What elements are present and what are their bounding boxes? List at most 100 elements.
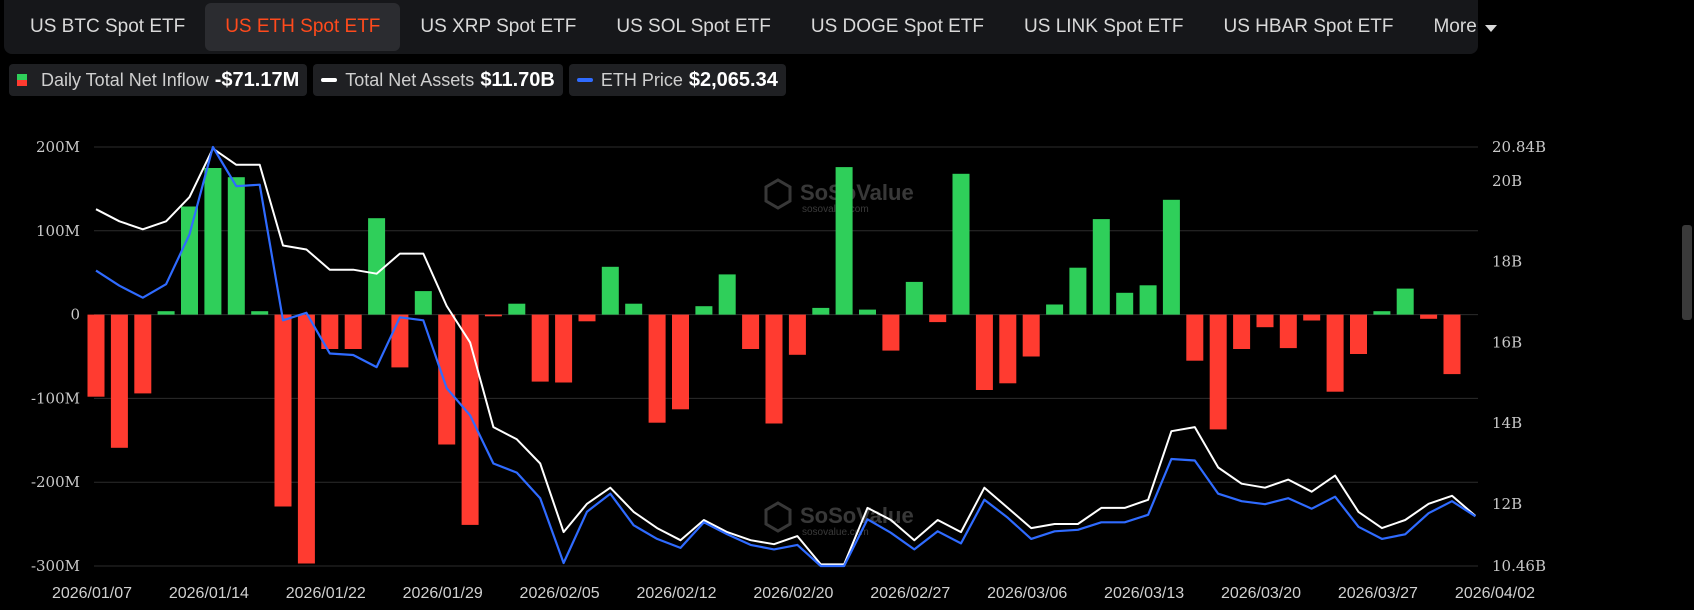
x-axis-tick: 2026/02/05	[520, 585, 600, 602]
inflow-bar	[461, 314, 479, 525]
inflow-bar	[859, 309, 876, 315]
inflow-bar	[1139, 285, 1157, 315]
right-axis-tick: 18B	[1492, 253, 1522, 271]
legend-price-value: $2,065.34	[688, 68, 778, 91]
inflow-bar	[368, 218, 386, 315]
sosovalue-logo-icon	[764, 178, 792, 210]
chart-legend: Daily Total Net Inflow -$71.17M Total Ne…	[9, 64, 786, 96]
inflow-bar	[1162, 199, 1180, 315]
inflow-bar	[788, 314, 806, 355]
chevron-down-icon	[1484, 24, 1497, 32]
inflow-bar	[1186, 314, 1204, 361]
inflow-bar	[181, 206, 198, 315]
inflow-bar	[1046, 304, 1064, 315]
tab-us-doge-spot-etf[interactable]: US DOGE Spot ETF	[810, 16, 985, 37]
x-axis-tick: 2026/01/29	[403, 585, 483, 602]
inflow-bar	[484, 314, 502, 317]
inflow-bar	[718, 274, 736, 315]
inflow-bar	[227, 177, 245, 315]
inflow-bar	[87, 314, 105, 397]
inflow-bar	[414, 291, 432, 315]
inflow-bar	[1092, 219, 1110, 315]
more-tabs-button[interactable]: More	[1413, 3, 1516, 51]
legend-inflow-label: Daily Total Net Inflow	[41, 69, 209, 90]
inflow-bar	[1326, 314, 1344, 392]
sosovalue-logo-icon	[764, 501, 792, 533]
inflow-bar	[555, 314, 573, 383]
tab-us-link-spot-etf[interactable]: US LINK Spot ETF	[1024, 16, 1184, 37]
legend-assets-value: $11.70B	[480, 68, 555, 91]
inflow-bar	[1420, 314, 1438, 319]
inflow-bar	[1116, 292, 1134, 315]
tab-us-hbar-spot-etf[interactable]: US HBAR Spot ETF	[1223, 16, 1394, 37]
inflow-bar	[204, 168, 222, 315]
inflow-bar	[835, 167, 853, 315]
etf-flow-chart[interactable]: 200M 100M 0 -100M -200M -300M 20.84B 20B 18B 16B 1…	[0, 100, 1694, 610]
inflow-bar	[1396, 288, 1414, 315]
inflow-bar	[1209, 314, 1227, 430]
inflow-bar	[251, 311, 269, 315]
inflow-bar	[1350, 314, 1367, 354]
inflow-bar	[391, 314, 409, 368]
legend-eth-price[interactable]: ETH Price $2,065.34	[568, 64, 786, 96]
price-line-swatch-icon	[576, 78, 593, 82]
inflow-bar	[672, 314, 689, 410]
right-axis-tick: 16B	[1492, 333, 1522, 351]
more-label: More	[1433, 16, 1477, 37]
assets-line-swatch-icon	[321, 78, 338, 82]
inflow-bar	[695, 306, 713, 315]
inflow-bar	[1279, 314, 1297, 349]
inflow-bar	[321, 314, 339, 349]
left-axis-tick: -300M	[31, 557, 80, 575]
inflow-bar	[531, 314, 549, 382]
inflow-bar	[648, 314, 666, 423]
inflow-bar	[929, 314, 947, 323]
x-axis-tick: 2026/03/13	[1104, 585, 1184, 602]
legend-inflow-value: -$71.17M	[214, 68, 300, 91]
right-axis-tick: 20.84B	[1492, 138, 1546, 156]
tab-us-eth-spot-etf[interactable]: US ETH Spot ETF	[205, 3, 401, 51]
inflow-bar	[1233, 314, 1251, 349]
scrollbar-thumb	[1682, 225, 1692, 320]
inflow-bar	[765, 314, 783, 424]
inflow-bar	[812, 307, 830, 315]
inflow-bar	[134, 314, 152, 394]
left-axis-tick: -200M	[31, 473, 80, 491]
inflow-bar	[999, 314, 1017, 384]
inflow-bar	[601, 266, 619, 315]
legend-daily-net-inflow[interactable]: Daily Total Net Inflow -$71.17M	[9, 64, 308, 96]
right-axis-tick: 20B	[1492, 172, 1522, 190]
inflow-bar	[1022, 314, 1040, 357]
watermark-url: sosovalue.com	[802, 204, 869, 215]
inflow-bar	[438, 314, 456, 445]
inflow-bar	[1443, 314, 1461, 375]
x-axis-tick: 2026/03/06	[987, 585, 1067, 602]
inflow-bar	[882, 314, 900, 351]
watermark-name: SoSoValue	[800, 180, 914, 205]
inflow-swatch-icon	[17, 74, 27, 86]
inflow-bar	[975, 314, 993, 390]
x-axis-tick: 2026/02/27	[870, 585, 950, 602]
inflow-bar	[1256, 314, 1274, 328]
inflow-bar	[274, 314, 292, 507]
inflow-bar	[578, 314, 596, 322]
x-axis-tick: 2026/04/02	[1455, 585, 1535, 602]
left-axis-tick: 200M	[36, 138, 80, 156]
right-axis-tick: 10.46B	[1492, 557, 1546, 575]
tab-us-sol-spot-etf[interactable]: US SOL Spot ETF	[616, 16, 771, 37]
x-axis-tick: 2026/01/22	[286, 585, 366, 602]
inflow-bar	[1303, 314, 1321, 321]
x-axis-tick: 2026/02/20	[753, 585, 833, 602]
x-axis-tick: 2026/03/20	[1221, 585, 1301, 602]
inflow-bar	[344, 314, 362, 349]
tab-us-btc-spot-etf[interactable]: US BTC Spot ETF	[30, 16, 186, 37]
inflow-bar	[1069, 267, 1087, 315]
legend-total-net-assets[interactable]: Total Net Assets $11.70B	[313, 64, 563, 96]
legend-price-label: ETH Price	[600, 69, 683, 90]
inflow-bar	[905, 281, 923, 315]
x-axis-tick: 2026/02/12	[636, 585, 716, 602]
left-axis-tick: 0	[70, 306, 80, 324]
inflow-bar	[952, 173, 970, 315]
tab-us-xrp-spot-etf[interactable]: US XRP Spot ETF	[420, 16, 577, 37]
